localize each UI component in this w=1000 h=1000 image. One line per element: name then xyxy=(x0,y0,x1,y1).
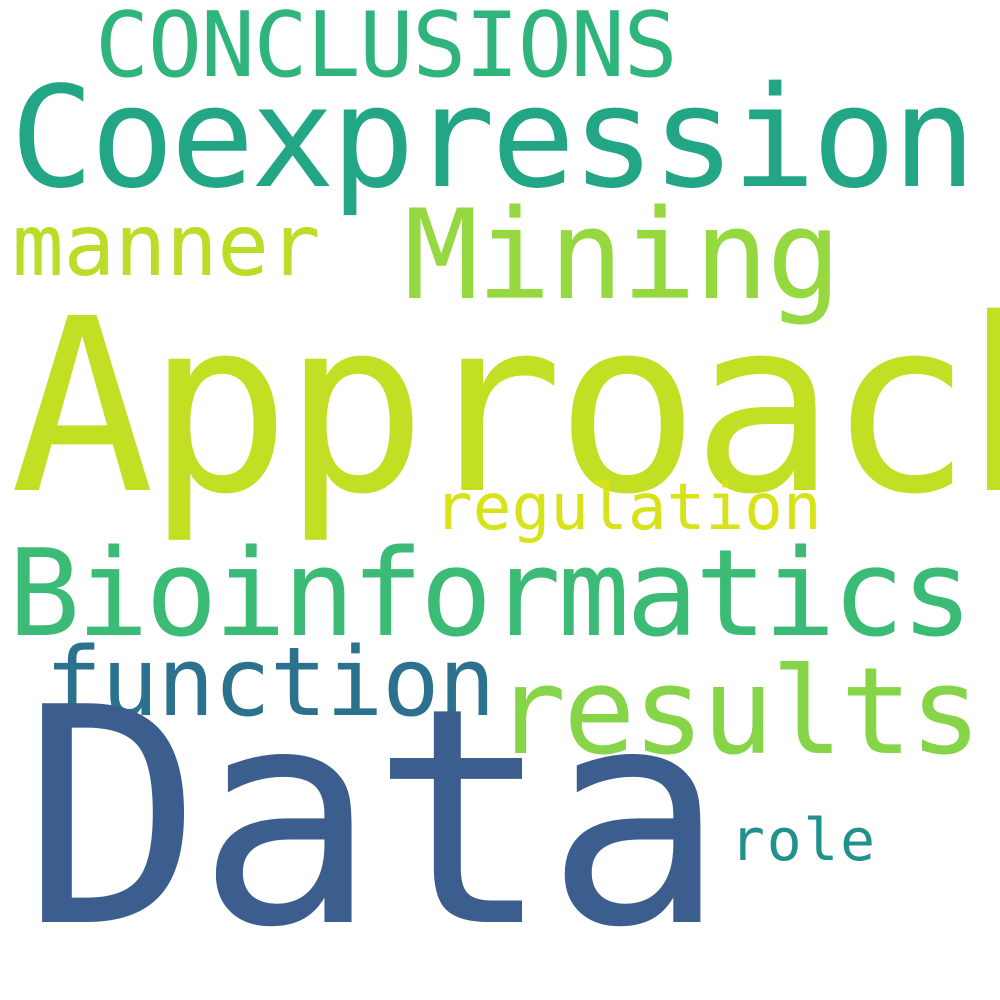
word-approach: Approach xyxy=(10,267,1000,547)
word-mining: Mining xyxy=(404,184,841,328)
word-role: role xyxy=(730,806,877,874)
word-regulation: regulation xyxy=(434,471,822,545)
word-data: Data xyxy=(22,644,726,993)
word-results: results xyxy=(494,643,982,782)
word-manner: manner xyxy=(12,196,320,296)
word-coexpression: Coexpression xyxy=(10,57,976,220)
word-conclusions: CONCLUSIONS xyxy=(95,0,678,98)
word-function: function xyxy=(45,628,496,738)
word-bioinformatics: Bioinformatics xyxy=(8,525,973,664)
